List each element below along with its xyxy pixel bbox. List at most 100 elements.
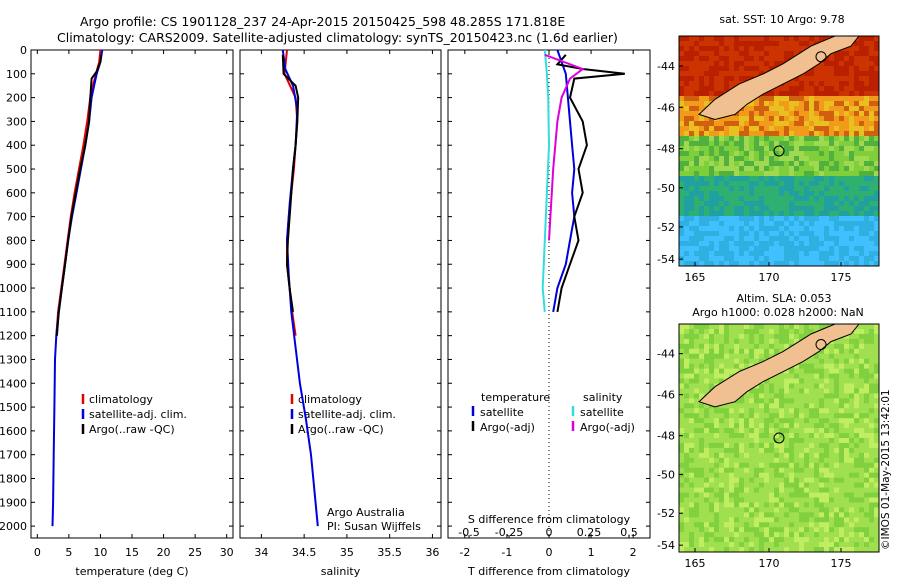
map-cell xyxy=(699,532,705,538)
map-cell xyxy=(874,338,879,345)
map-cell xyxy=(719,472,725,479)
map-cell xyxy=(754,56,760,62)
map-cell xyxy=(804,373,810,380)
map-cell xyxy=(749,462,755,469)
map-cell xyxy=(874,378,879,385)
map-cell xyxy=(844,408,850,414)
map-cell xyxy=(829,433,835,439)
map-cell xyxy=(844,482,850,489)
map-cell xyxy=(734,462,740,469)
map-cell xyxy=(814,418,820,424)
map-cell xyxy=(764,338,770,345)
map-cell xyxy=(719,343,725,350)
map-cell xyxy=(859,116,865,122)
map-cell xyxy=(799,146,805,152)
map-cell xyxy=(699,348,705,355)
map-cell xyxy=(784,433,790,439)
map-cell xyxy=(844,438,850,444)
map-cell xyxy=(834,56,840,62)
map-cell xyxy=(704,206,710,212)
map-cell xyxy=(714,71,720,77)
map-cell xyxy=(829,176,835,182)
map-cell xyxy=(774,126,780,132)
map-cell xyxy=(694,156,700,162)
map-cell xyxy=(864,517,870,523)
map-cell xyxy=(734,457,740,464)
map-cell xyxy=(824,166,830,172)
ytick-label: 1000 xyxy=(0,282,27,295)
map-cell xyxy=(779,502,785,508)
map-cell xyxy=(729,241,735,247)
map-cell xyxy=(729,256,735,262)
map-cell xyxy=(719,447,725,454)
map-cell xyxy=(784,211,790,217)
map-cell xyxy=(814,512,820,518)
map-cell xyxy=(684,492,690,499)
map-cell xyxy=(754,231,760,237)
map-cell xyxy=(689,413,695,419)
map-cell xyxy=(854,251,860,257)
map-cell xyxy=(694,236,700,242)
map-cell xyxy=(799,111,805,117)
map-cell xyxy=(754,116,760,122)
map-cell xyxy=(834,353,840,360)
map-cell xyxy=(739,348,745,355)
map-cell xyxy=(809,418,815,424)
map-cell xyxy=(809,221,815,227)
map-cell xyxy=(704,96,710,102)
map-cell xyxy=(849,101,855,107)
map-cell xyxy=(739,46,745,52)
map-cell xyxy=(814,96,820,102)
map-cell xyxy=(724,423,730,429)
map-cell xyxy=(704,542,710,548)
map-cell xyxy=(869,487,875,494)
map-cell xyxy=(849,61,855,67)
map-cell xyxy=(709,324,715,330)
map-cell xyxy=(739,166,745,172)
map-cell xyxy=(679,176,685,182)
map-cell xyxy=(814,186,820,192)
map-cell xyxy=(769,497,775,504)
map-cell xyxy=(794,492,800,499)
map-cell xyxy=(679,373,685,380)
map-cell xyxy=(824,324,830,330)
map-cell xyxy=(739,116,745,122)
map-cell xyxy=(864,547,870,552)
map-cell xyxy=(689,408,695,414)
map-cell xyxy=(694,51,700,57)
map-cell xyxy=(859,156,865,162)
map-cell xyxy=(794,111,800,117)
map-cell xyxy=(769,428,775,434)
map-cell xyxy=(799,467,805,474)
map-cell xyxy=(804,398,810,404)
map-cell xyxy=(684,126,690,132)
map-cell xyxy=(714,487,720,494)
map-cell xyxy=(704,353,710,360)
map-cell xyxy=(839,413,845,419)
map-cell xyxy=(764,423,770,429)
map-cell xyxy=(804,181,810,187)
map-cell xyxy=(789,256,795,262)
map-cell xyxy=(854,91,860,97)
map-cell xyxy=(729,328,735,335)
map-cell xyxy=(734,251,740,257)
map-cell xyxy=(794,477,800,484)
map-cell xyxy=(854,497,860,504)
map-cell xyxy=(799,527,805,533)
map-cell xyxy=(684,497,690,504)
map-cell xyxy=(679,116,685,122)
map-cell xyxy=(699,522,705,528)
map-cell xyxy=(844,403,850,409)
map-cell xyxy=(849,221,855,227)
map-cell xyxy=(709,161,715,167)
map-cell xyxy=(774,532,780,538)
map-cell xyxy=(739,324,745,330)
map-cell xyxy=(839,126,845,132)
map-cell xyxy=(794,482,800,489)
map-cell xyxy=(874,261,879,266)
map-cell xyxy=(794,186,800,192)
map-cell xyxy=(724,126,730,132)
map-cell xyxy=(729,126,735,132)
map-cell xyxy=(699,241,705,247)
map-cell xyxy=(839,472,845,479)
